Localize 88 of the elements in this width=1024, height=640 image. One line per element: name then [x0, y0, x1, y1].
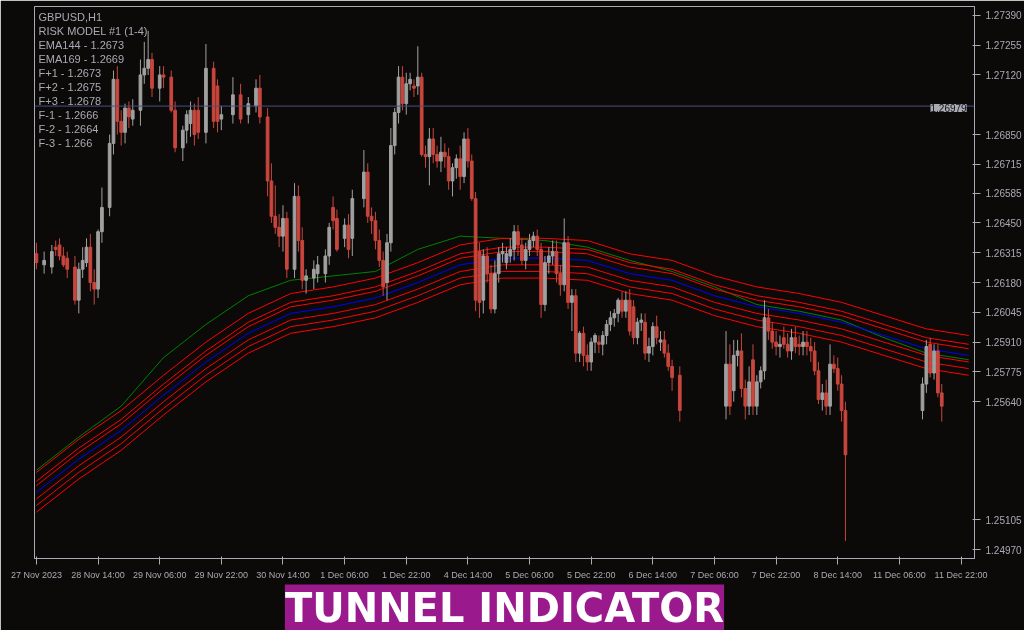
- annotation: F-3 - 1.266: [38, 136, 93, 149]
- annotation: RISK MODEL #1 (1-4): [38, 24, 148, 37]
- annotation: GBPUSD,H1: [38, 10, 103, 23]
- candlestick: [161, 65, 166, 89]
- x-tick-label: 27 Nov 2023: [10, 569, 62, 580]
- x-tick-label: 30 Nov 14:00: [256, 569, 310, 580]
- ref-line-label: 1.26979: [930, 103, 968, 115]
- x-tick-label: 4 Dec 14:00: [443, 569, 493, 580]
- candlestick: [439, 136, 443, 173]
- candlestick: [789, 328, 794, 361]
- candlestick: [127, 100, 131, 129]
- candlestick: [304, 268, 308, 295]
- candlestick: [512, 224, 516, 261]
- x-tick-label: 29 Nov 06:00: [132, 569, 187, 580]
- candlestick: [801, 330, 805, 356]
- candlestick: [315, 255, 320, 283]
- candlestick: [157, 65, 162, 102]
- y-tick-label: 1.24970: [985, 544, 1023, 556]
- y-tick-label: 1.26045: [985, 307, 1023, 319]
- annotation: F-1 - 1.2666: [38, 108, 99, 121]
- y-tick-label: 1.27120: [985, 69, 1023, 81]
- candlestick: [65, 251, 70, 279]
- x-tick-label: 28 Nov 14:00: [71, 569, 125, 580]
- annotation: EMA144 - 1.2673: [38, 38, 125, 51]
- candlestick: [311, 259, 316, 290]
- x-tick-label: 5 Dec 06:00: [505, 569, 554, 580]
- candlestick: [797, 334, 802, 356]
- candlestick: [231, 76, 235, 125]
- x-tick-label: 7 Dec 06:00: [690, 569, 739, 580]
- candlestick: [932, 343, 936, 381]
- annotation: F+2 - 1.2675: [38, 80, 102, 93]
- candlestick: [49, 244, 54, 275]
- x-tick-label: 11 Dec 06:00: [872, 569, 926, 580]
- candlestick: [635, 317, 640, 345]
- candlestick: [793, 326, 798, 354]
- candlestick: [616, 297, 620, 323]
- y-tick-label: 1.25910: [985, 337, 1023, 349]
- candlestick: [824, 379, 829, 416]
- candlestick: [42, 251, 46, 275]
- x-tick-label: 7 Dec 22:00: [751, 569, 801, 580]
- y-tick-label: 1.26180: [985, 277, 1023, 289]
- candlestick: [427, 127, 432, 186]
- candlestick: [589, 337, 594, 372]
- candlestick: [450, 162, 455, 197]
- candlestick: [550, 240, 555, 266]
- annotation: F+3 - 1.2678: [38, 94, 102, 107]
- annotation: EMA169 - 1.2669: [38, 52, 125, 65]
- candlestick: [820, 383, 825, 412]
- annotation: F+1 - 1.2673: [38, 66, 102, 79]
- text: TUNNEL INDICATOR: [284, 584, 725, 631]
- candlestick: [431, 127, 436, 164]
- candlestick: [196, 96, 201, 140]
- x-tick-label: 11 Dec 22:00: [934, 569, 988, 580]
- candlestick: [766, 308, 771, 341]
- x-tick-label: 29 Nov 22:00: [194, 569, 249, 580]
- x-tick-label: 8 Dec 14:00: [813, 569, 863, 580]
- y-tick-label: 1.26315: [985, 247, 1023, 259]
- y-tick-label: 1.26850: [985, 129, 1023, 141]
- y-tick-label: 1.25640: [985, 396, 1023, 408]
- candlestick: [581, 326, 586, 367]
- candlestick: [219, 105, 224, 131]
- y-tick-label: 1.26715: [985, 159, 1023, 171]
- y-tick-label: 1.27390: [985, 10, 1023, 22]
- x-tick-label: 1 Dec 22:00: [382, 569, 431, 580]
- candlestick: [570, 288, 574, 332]
- x-tick-label: 5 Dec 22:00: [566, 569, 616, 580]
- y-tick-label: 1.25775: [985, 366, 1023, 378]
- candlestick: [620, 290, 624, 319]
- y-tick-label: 1.27255: [985, 40, 1023, 52]
- candlestick: [404, 72, 409, 116]
- candlestick: [458, 145, 463, 191]
- candlestick: [254, 78, 258, 113]
- y-tick-label: 1.26585: [985, 188, 1023, 200]
- x-tick-label: 1 Dec 06:00: [320, 569, 369, 580]
- candlestick: [778, 334, 782, 359]
- candlestick: [412, 78, 416, 98]
- y-tick-label: 1.25105: [985, 514, 1023, 526]
- candlestick: [597, 334, 601, 354]
- candlestick: [785, 332, 790, 359]
- candlestick: [281, 204, 285, 253]
- y-tick-label: 1.26450: [985, 217, 1023, 229]
- candlestick: [130, 98, 135, 127]
- candlestick: [658, 330, 663, 352]
- candlestick: [624, 290, 628, 319]
- x-tick-label: 6 Dec 14:00: [628, 569, 678, 580]
- candlestick: [504, 246, 509, 270]
- annotation: F-2 - 1.2664: [38, 122, 99, 135]
- candlestick: [654, 315, 659, 345]
